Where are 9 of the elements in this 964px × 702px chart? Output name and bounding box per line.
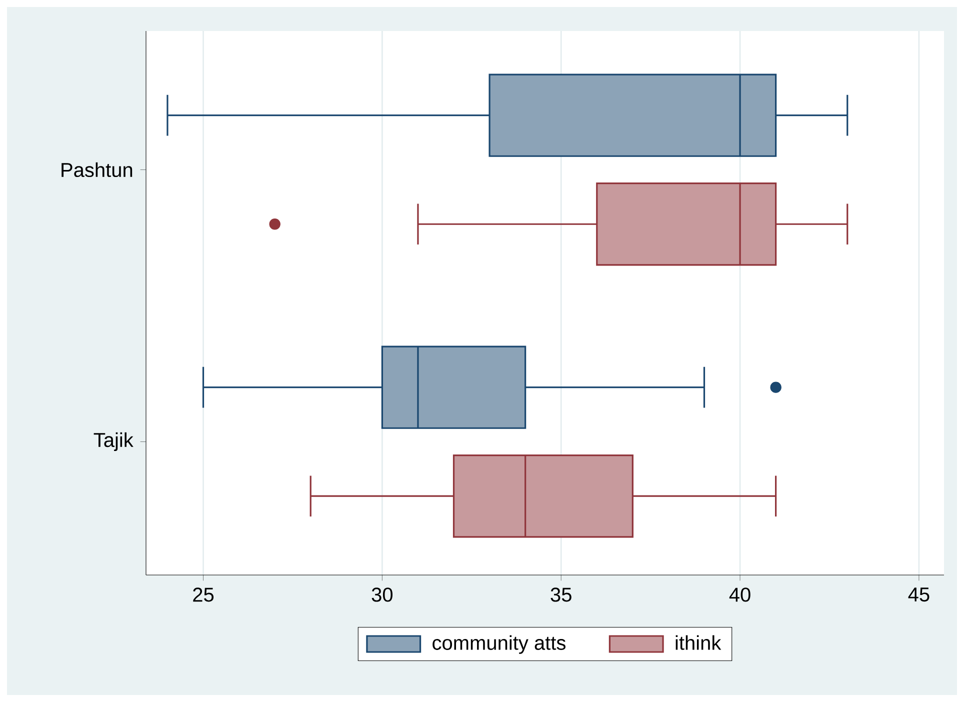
y-tick-label: Pashtun <box>62 162 132 178</box>
y-tick-label: Tajik <box>94 432 134 452</box>
x-tick-label: 30 <box>372 588 393 602</box>
x-tick-label: 40 <box>729 588 750 602</box>
x-tick-label: 45 <box>908 588 930 602</box>
legend-label: community atts <box>432 635 566 654</box>
x-tick-label: 25 <box>193 588 214 602</box>
x-tick-label: 35 <box>550 588 572 602</box>
legend-label: ithink <box>676 635 722 650</box>
